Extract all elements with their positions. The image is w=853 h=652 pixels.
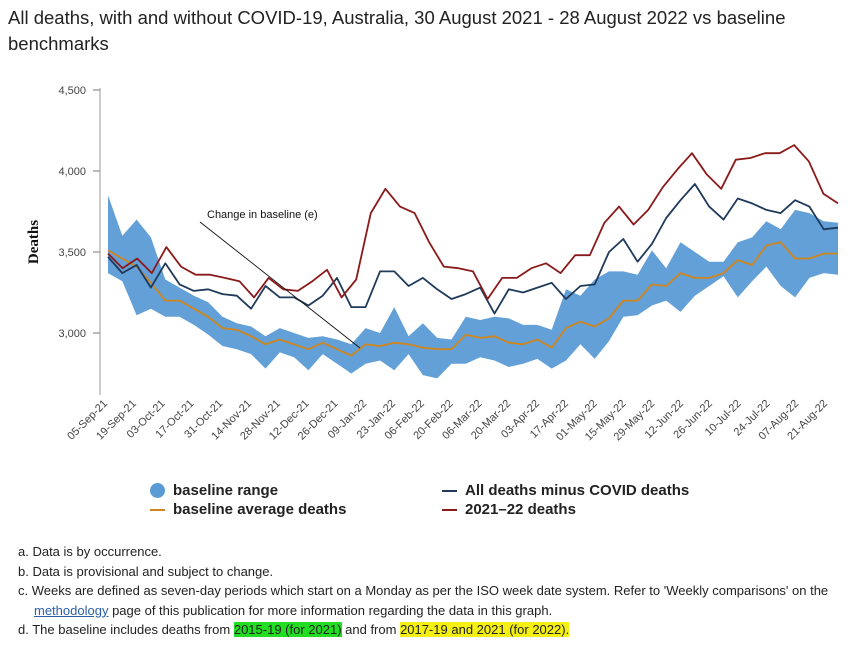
legend-item-minus-covid: All deaths minus COVID deaths xyxy=(442,482,689,499)
deaths-chart: 3,000 3,500 4,000 4,500 05-Sep-2119-Sep-210… xyxy=(26,85,839,444)
legend-label: baseline range xyxy=(173,482,279,499)
x-axis: 05-Sep-2119-Sep-2103-Oct-2117-Oct-2131-O… xyxy=(65,398,830,444)
page-title: All deaths, with and without COVID-19, A… xyxy=(8,7,786,54)
legend-swatch-minus-covid xyxy=(442,489,457,492)
y-axis: 3,000 3,500 4,000 4,500 xyxy=(58,85,101,395)
footnote-b: b. Data is provisional and subject to ch… xyxy=(18,563,274,579)
legend-swatch-baseline-average xyxy=(150,508,165,511)
annotation-label: Change in baseline (e) xyxy=(207,209,318,221)
highlight-2015-19: 2015-19 (for 2021) xyxy=(233,622,342,637)
footnote-d-mid: and from xyxy=(341,622,401,637)
legend-item-2021-22: 2021–22 deaths xyxy=(442,501,576,518)
series-lines xyxy=(107,144,839,357)
legend-label: baseline average deaths xyxy=(173,501,347,518)
deaths-2021-22-line xyxy=(107,144,839,300)
legend-label: 2021–22 deaths xyxy=(465,501,576,518)
baseline-average-line xyxy=(107,241,838,357)
y-tick-label: 3,000 xyxy=(58,328,86,340)
footnotes: a. Data is by occurrence. b. Data is pro… xyxy=(18,542,838,640)
footnote-d: d. The baseline includes deaths from 201… xyxy=(18,620,838,640)
minus-covid-line xyxy=(107,183,839,315)
legend-swatch-2021-22 xyxy=(442,508,457,511)
legend-item-baseline-average: baseline average deaths xyxy=(150,501,346,518)
baseline-range-band xyxy=(108,195,838,379)
chart-legend: baseline range baseline average deaths A… xyxy=(150,480,790,524)
y-tick-label: 4,500 xyxy=(58,85,86,97)
footnote-c: c. Weeks are defined as seven-day period… xyxy=(18,581,838,620)
footnote-c-text-end: page of this publication for more inform… xyxy=(108,602,553,618)
footnote-c-text: c. Weeks are defined as seven-day period… xyxy=(18,583,829,598)
footnote-a: a. Data is by occurrence. xyxy=(18,544,162,559)
methodology-link[interactable]: methodology xyxy=(34,602,109,618)
legend-swatch-baseline-range xyxy=(150,483,165,498)
highlight-2017-19-2021: 2017-19 and 2021 (for 2022). xyxy=(400,622,570,637)
legend-item-baseline-range: baseline range xyxy=(150,482,278,499)
annotation-layer: Change in baseline (e) xyxy=(199,209,361,349)
annotation-pointer-line xyxy=(199,221,361,349)
legend-label: All deaths minus COVID deaths xyxy=(465,482,690,499)
baseline-range-area xyxy=(108,195,838,379)
y-axis-label: Deaths xyxy=(26,220,42,264)
y-tick-label: 3,500 xyxy=(58,247,86,259)
y-tick-label: 4,000 xyxy=(58,166,86,178)
footnote-d-text: d. The baseline includes deaths from xyxy=(18,622,234,637)
